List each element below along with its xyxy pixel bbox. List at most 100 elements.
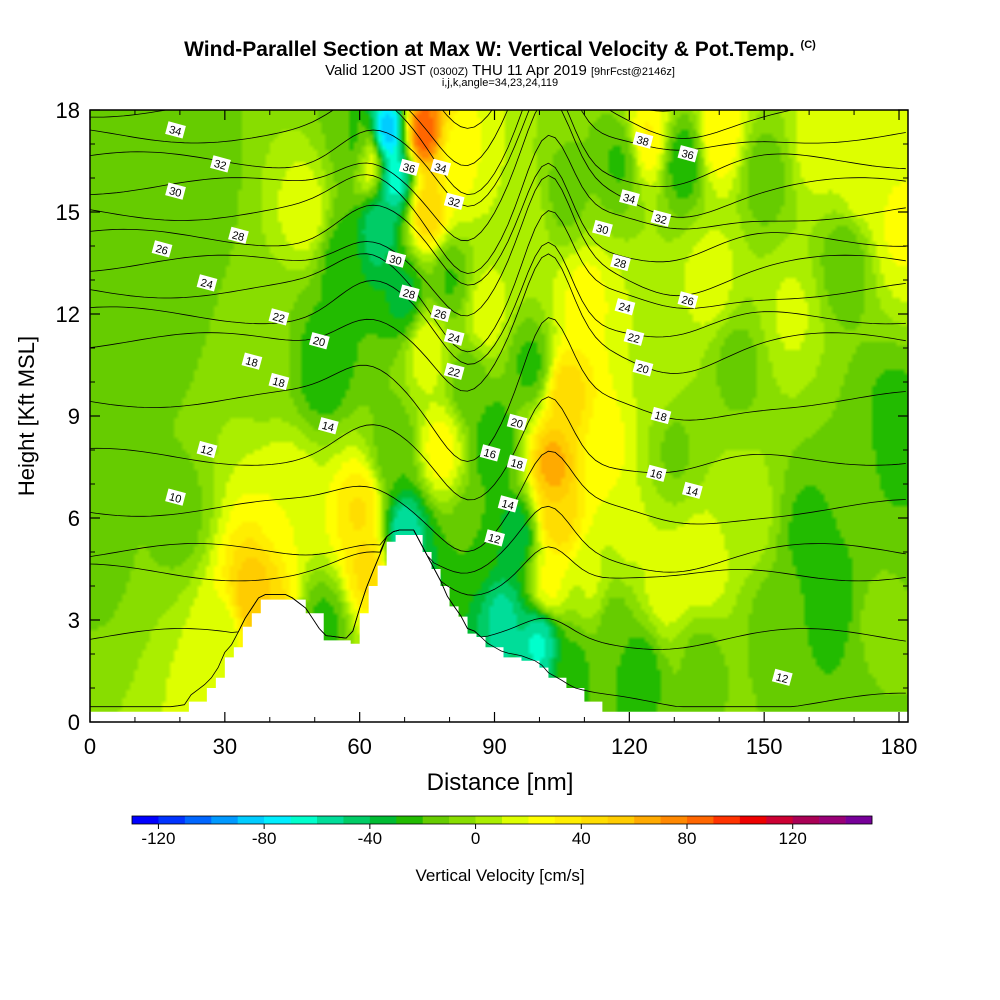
contour-label-text: 16 — [649, 467, 664, 482]
colorbar-swatch — [369, 816, 397, 824]
colorbar-swatch — [396, 816, 424, 824]
theta-contour-8 — [90, 529, 906, 596]
contour-label: 16 — [646, 464, 667, 482]
contour-label-bg — [771, 668, 793, 686]
theta-contour-24 — [90, 174, 906, 317]
contour-label-bg — [479, 444, 501, 462]
title-copyright: (C) — [800, 39, 816, 51]
contour-label-text: 32 — [653, 212, 668, 227]
forecast-label: [9hrFcst@2146z] — [590, 66, 675, 78]
contour-label-text: 36 — [680, 148, 695, 163]
contour-label: 12 — [484, 529, 506, 547]
colorbar: -120 -80 -40 0 40 80 120 — [131, 815, 873, 848]
contour-label-text: 18 — [271, 376, 286, 391]
contour-label-text: 12 — [199, 444, 214, 459]
contour-label-bg — [398, 284, 420, 302]
colorbar-tick-label: 120 — [779, 829, 807, 848]
contour-label-text: 18 — [653, 410, 668, 425]
contour-label-bg — [317, 417, 339, 435]
chart-title: Wind-Parallel Section at Max W: Vertical… — [0, 38, 1000, 62]
contour-label-bg — [610, 253, 631, 272]
theta-contour-14 — [90, 396, 906, 501]
contour-label-bg — [443, 192, 465, 210]
y-tick-label: 3 — [68, 608, 80, 633]
colorbar-tick-label: -80 — [252, 829, 277, 848]
contour-label-text: 28 — [613, 257, 628, 272]
contour-label-text: 30 — [595, 223, 610, 238]
contour-label-bg — [398, 158, 420, 176]
contour-label-text: 12 — [774, 671, 789, 686]
theta-contour-26 — [90, 162, 906, 286]
theta-contour-34 — [90, 110, 906, 196]
contour-label-text: 10 — [168, 491, 183, 506]
contour-label-text: 36 — [401, 161, 416, 176]
contour-label-text: 24 — [199, 277, 214, 292]
contour-label: 30 — [385, 250, 407, 268]
colorbar-tick-label: -120 — [141, 829, 175, 848]
contour-label-bg — [646, 464, 667, 482]
valid-time: Valid 1200 JST — [325, 62, 426, 79]
contour-label-text: 28 — [401, 287, 416, 302]
colorbar-swatch — [449, 816, 476, 824]
contour-label: 34 — [430, 158, 452, 176]
contour-label: 14 — [497, 495, 519, 513]
y-tick-label: 6 — [68, 506, 80, 531]
contour-label-text: 32 — [446, 195, 461, 210]
colorbar-swatch — [766, 816, 794, 824]
contour-label: 18 — [506, 454, 528, 472]
contour-label-bg — [430, 158, 452, 176]
contour-label-text: 14 — [500, 498, 515, 513]
colorbar-swatch — [211, 816, 239, 824]
contour-label-bg — [497, 495, 519, 513]
contour-label: 26 — [151, 240, 173, 258]
valid-utc: (0300Z) — [429, 66, 469, 78]
colorbar-swatch — [739, 816, 767, 824]
contour-label-text: 14 — [320, 420, 335, 435]
terrain — [90, 535, 908, 722]
theta-contour-labels: 34 32 30 28 26 24 22 20 18 18 14 12 10 36 34 32 30 28 26 24… — [151, 121, 793, 686]
contour-label-text: 14 — [685, 484, 700, 499]
theta-contours — [90, 110, 906, 708]
contour-label: 22 — [623, 328, 645, 346]
grid-indices: i,j,k,angle=34,23,24,119 — [441, 77, 559, 89]
contour-label: 26 — [677, 291, 699, 309]
colorbar-frame — [131, 815, 873, 825]
colorbar-swatch — [422, 816, 450, 824]
x-tick-label: 30 — [213, 734, 237, 759]
contour-label-bg — [165, 182, 186, 200]
contour-label-bg — [210, 155, 231, 173]
contour-label-text: 34 — [433, 161, 448, 176]
contour-label-bg — [677, 291, 699, 309]
contour-label: 36 — [677, 145, 699, 163]
colorbar-swatch — [819, 816, 846, 824]
colorbar-swatch — [607, 816, 635, 824]
theta-contour-18 — [90, 253, 906, 392]
contour-label: 10 — [165, 488, 186, 506]
x-tick-label: 180 — [881, 734, 918, 759]
colorbar-swatch — [132, 816, 159, 824]
theta-contour-22 — [90, 210, 906, 353]
contour-label-bg — [165, 121, 186, 139]
contour-label-bg — [430, 304, 452, 323]
contour-label-bg — [614, 298, 636, 316]
contour-label: 24 — [196, 274, 218, 292]
contour-label: 30 — [592, 219, 613, 238]
contour-label: 38 — [632, 131, 654, 149]
contour-label: 28 — [398, 284, 420, 302]
contour-label-bg — [228, 226, 249, 244]
contour-label-bg — [196, 440, 218, 459]
contour-label-text: 20 — [509, 416, 524, 431]
contour-label-bg — [592, 219, 613, 238]
contour-label-bg — [385, 250, 407, 268]
contour-label-text: 18 — [509, 457, 524, 472]
x-axis-label: Distance [nm] — [427, 769, 574, 796]
contour-label: 32 — [650, 209, 672, 227]
contour-label-text: 28 — [231, 229, 246, 244]
contour-label: 22 — [268, 308, 290, 326]
contour-label-bg — [650, 406, 672, 425]
contour-label: 18 — [241, 352, 263, 370]
contour-label: 18 — [268, 372, 290, 391]
colorbar-tick-label: 0 — [471, 829, 480, 848]
colorbar-swatch — [792, 816, 820, 824]
